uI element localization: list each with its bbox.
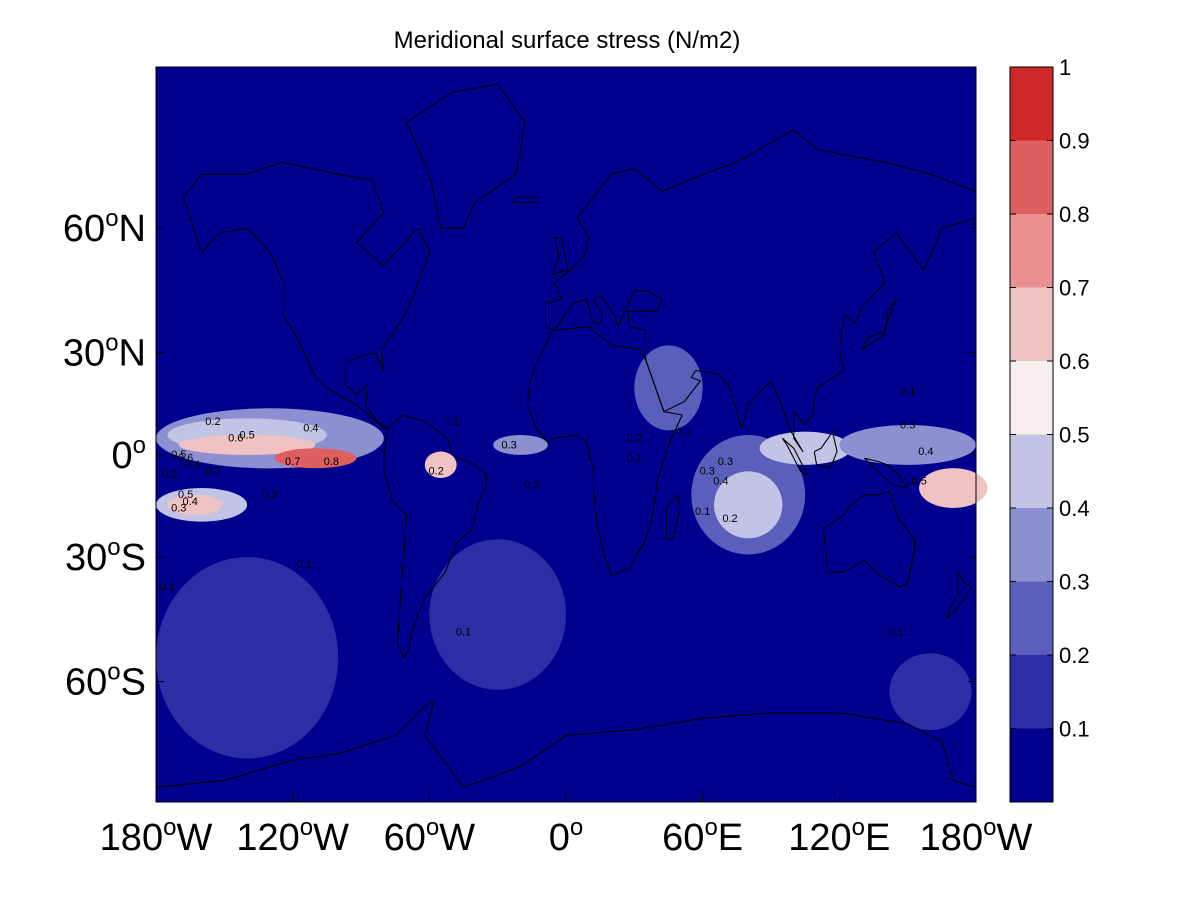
contour-label: 0.6 [228, 433, 243, 445]
axis-tick-label: 120oW [236, 814, 349, 859]
colorbar-segment [1010, 729, 1053, 803]
colorbar-segment [1010, 141, 1053, 215]
contour-label: 0.3 [900, 419, 915, 431]
axis-tick-label: 0o [549, 814, 584, 859]
contour-label: 0.3 [171, 503, 186, 515]
colorbar: 0.1 0.2 0.3 0.4 0.5 0.6 0.7 0.8 0.9 1 [1010, 55, 1090, 802]
axis-tick-label: 120oE [788, 814, 890, 859]
colorbar-segment [1010, 361, 1053, 435]
colorbar-tick-label: 0.5 [1059, 423, 1090, 448]
contour-label: 0.3 [262, 489, 277, 501]
contour-label: 0.1 [627, 452, 642, 464]
contour-label: 0.2 [722, 513, 737, 525]
colorbar-segment [1010, 655, 1053, 729]
contour-label: 0.4 [918, 446, 933, 458]
axis-tick-label: 180oW [920, 814, 1033, 859]
contour-region [919, 468, 987, 508]
colorbar-segment [1010, 435, 1053, 509]
colorbar-tick-label: 0.2 [1059, 643, 1090, 668]
contour-label: 0.1 [677, 426, 692, 438]
contour-label: 0.3 [718, 456, 733, 468]
colorbar-segment [1010, 508, 1053, 582]
contour-label: 0.4 [185, 459, 200, 471]
contour-label: 0.2 [205, 416, 220, 428]
contour-label: 0.7 [285, 456, 300, 468]
contour-label: 0.1 [900, 386, 915, 398]
axis-tick-label: 30oS [65, 534, 146, 579]
axis-tick-label: 60oE [662, 814, 743, 859]
contour-label: 0.8 [324, 456, 339, 468]
axis-tick-label: 60oW [384, 814, 476, 859]
contour-label: 0.2 [524, 479, 539, 491]
contour-region [429, 539, 566, 690]
contour-label: 0.3 [501, 439, 516, 451]
contour-label: 0.1 [456, 627, 471, 639]
contour-label: 0.2 [429, 466, 444, 478]
contour-label: 0.4 [713, 476, 728, 488]
colorbar-tick-label: 0.6 [1059, 349, 1090, 374]
contour-region [760, 432, 851, 465]
colorbar-tick-label: 0.3 [1059, 570, 1090, 595]
chart-title: Meridional surface stress (N/m2) [394, 27, 741, 54]
contour-region [889, 653, 971, 730]
colorbar-tick-label: 0.4 [1059, 496, 1090, 521]
axis-tick-label: 60oN [63, 205, 146, 250]
contour-label: 0.1 [889, 627, 904, 639]
contour-label: 0.3 [205, 466, 220, 478]
colorbar-segment [1010, 582, 1053, 656]
contour-label: 0.1 [296, 559, 311, 571]
x-axis-ticks: 180oW 120oW 60oW 0o 60oE 120oE 180oW [100, 794, 1033, 859]
colorbar-tick-label: 0.8 [1059, 202, 1090, 227]
axis-tick-label: 30oN [63, 330, 146, 375]
contour-region [156, 557, 338, 758]
axis-tick-label: 0o [112, 432, 147, 477]
map-plot-area: 0.20.40.50.60.7 0.80.50.60.40.30.20.50.40… [156, 67, 987, 802]
colorbar-tick-label: 0.7 [1059, 276, 1090, 301]
contour-label: 0.5 [911, 476, 926, 488]
axis-tick-label: 180oW [100, 814, 213, 859]
colorbar-segment [1010, 67, 1053, 141]
contour-label: 0.4 [303, 423, 318, 435]
axis-tick-label: 60oS [65, 659, 146, 704]
colorbar-segment [1010, 214, 1053, 288]
colorbar-tick-label: 0.1 [1059, 717, 1090, 742]
contour-label: 0.1 [444, 416, 459, 428]
colorbar-segment [1010, 288, 1053, 362]
colorbar-tick-label: 1 [1059, 55, 1071, 80]
contour-label: 0.2 [627, 433, 642, 445]
contour-label: 0.2 [162, 469, 177, 481]
contour-label: 0.1 [160, 582, 175, 594]
contour-label: 0.1 [695, 506, 710, 518]
colorbar-tick-label: 0.9 [1059, 129, 1090, 154]
